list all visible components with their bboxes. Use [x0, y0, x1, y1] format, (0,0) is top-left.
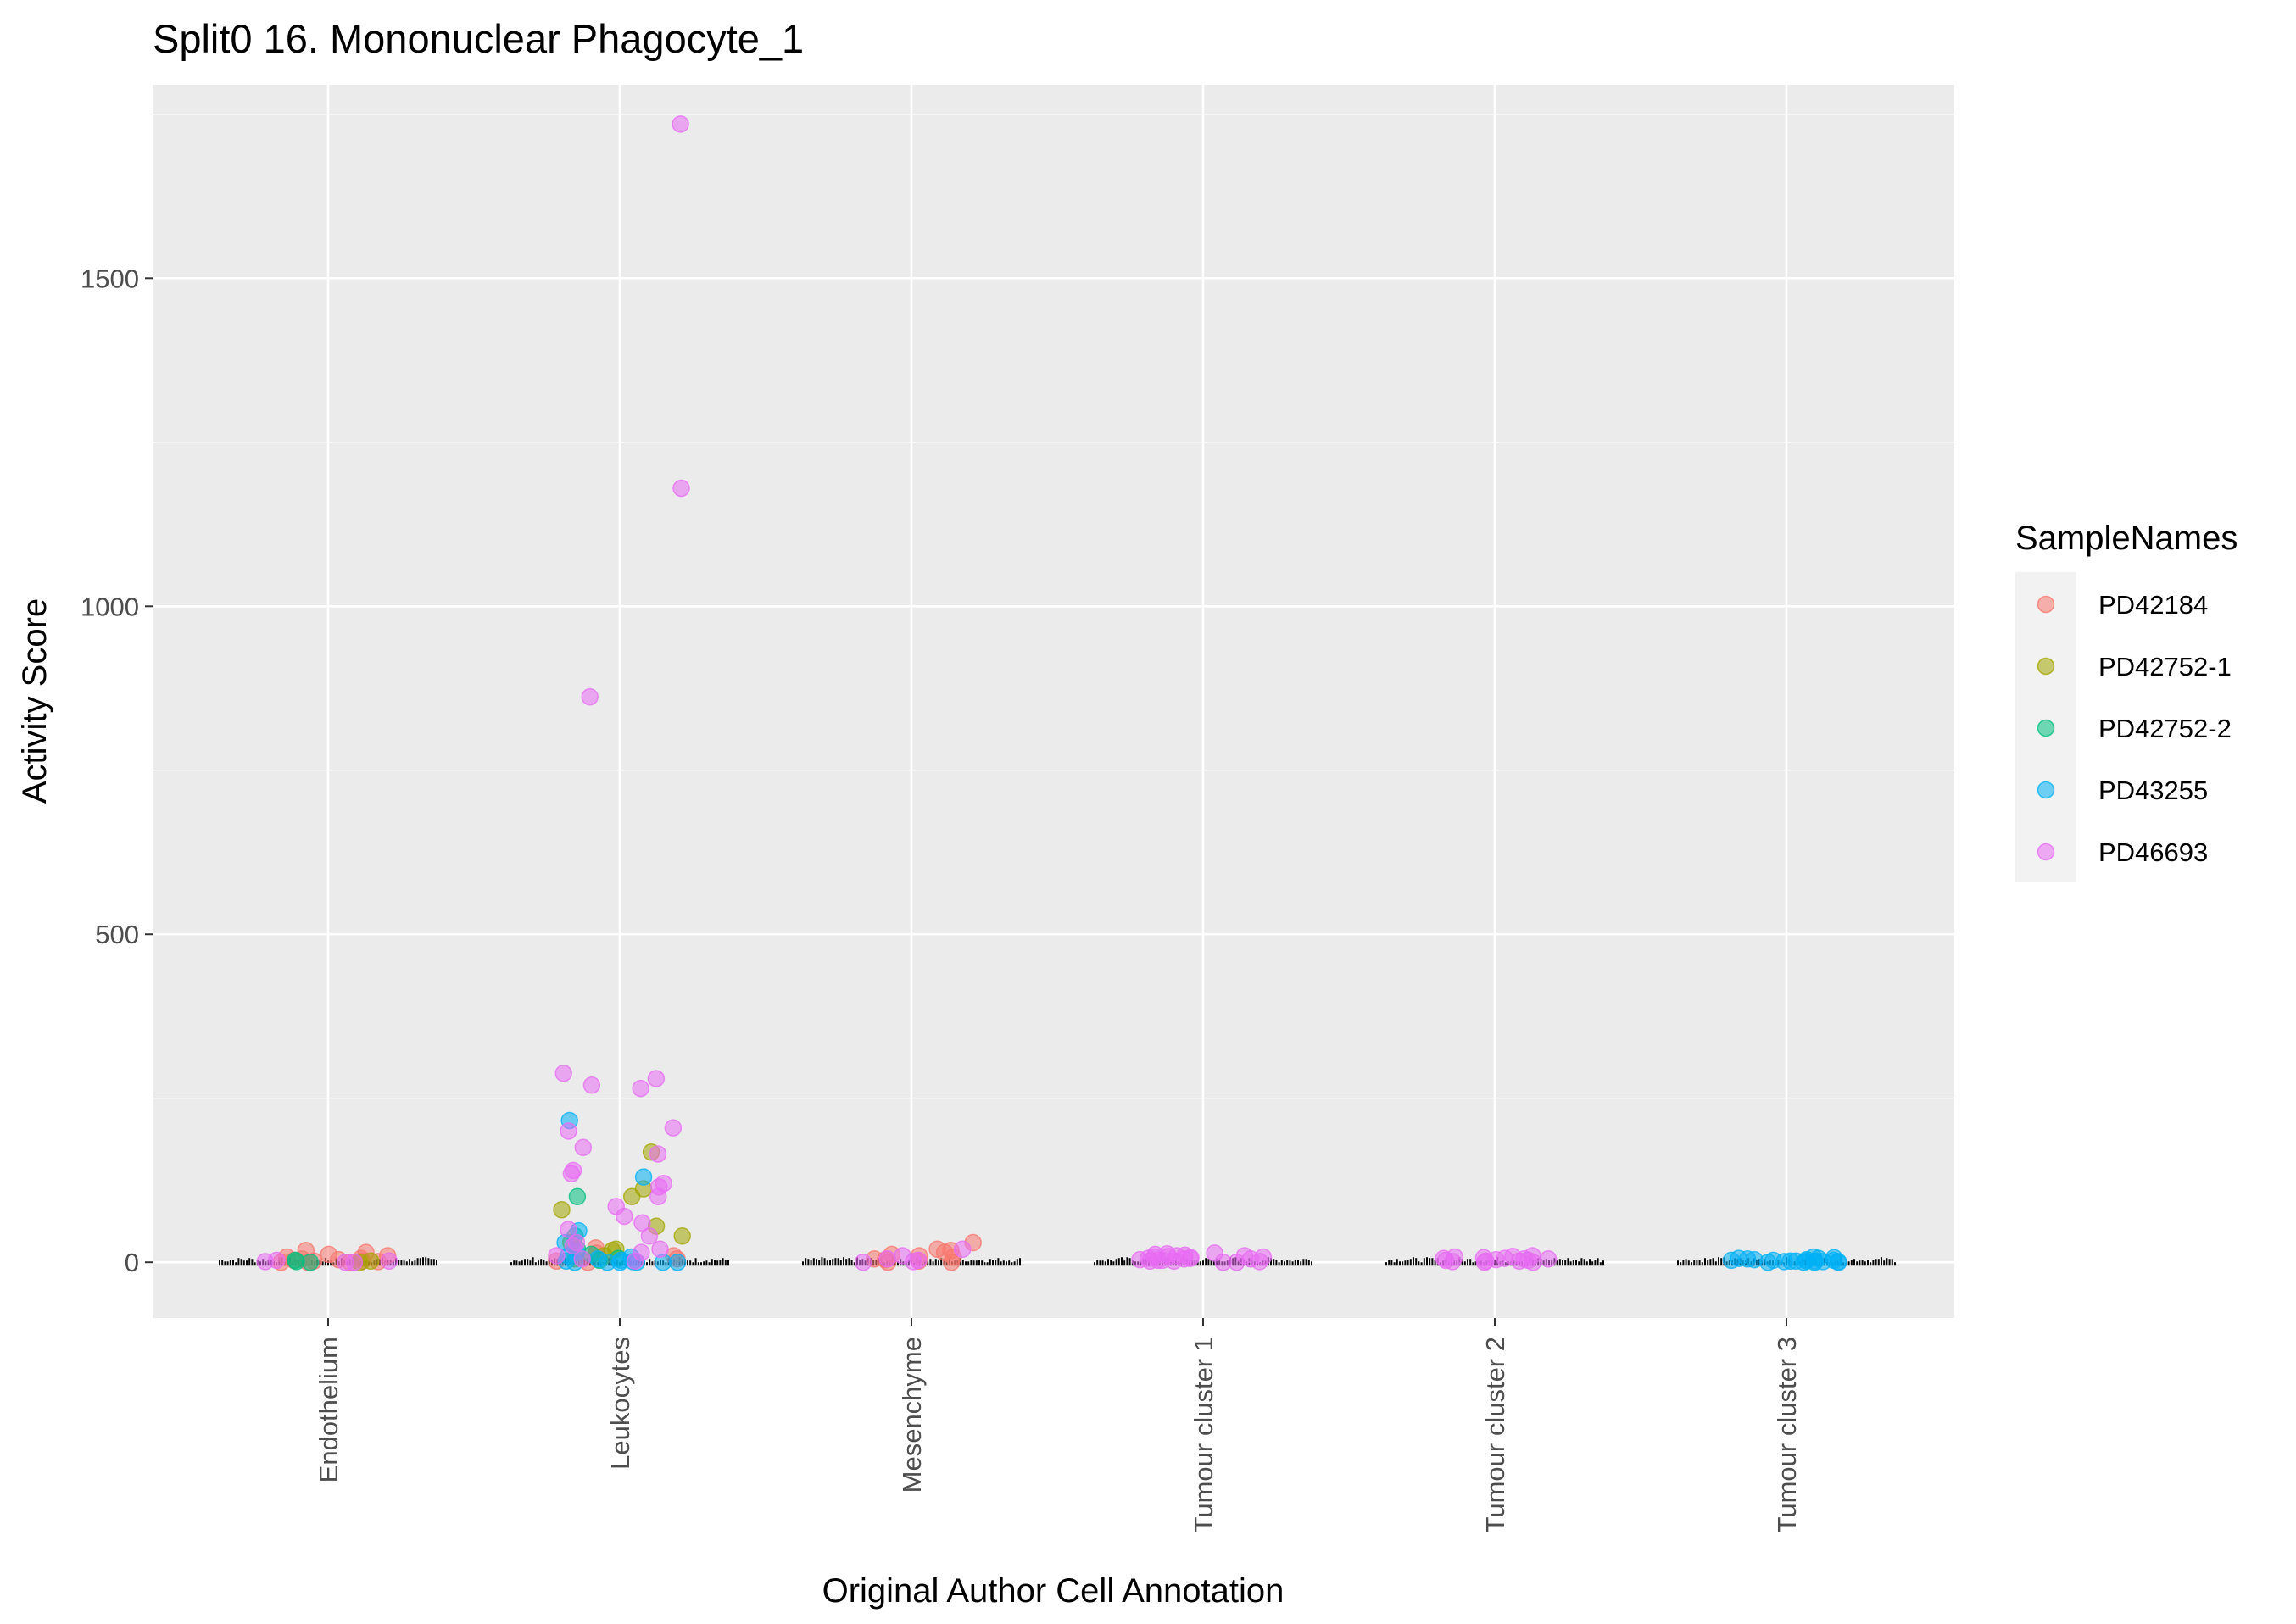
data-point: [1254, 1248, 1273, 1266]
x-tick-label: Endothelium: [314, 1337, 343, 1482]
data-point: [562, 1165, 581, 1182]
grid-minor: [153, 114, 1954, 1099]
data-point: [337, 1253, 354, 1271]
data-point: [1435, 1249, 1452, 1267]
data-point: [672, 115, 689, 133]
data-point: [1235, 1247, 1254, 1265]
data-point: [651, 1240, 669, 1258]
data-point: [554, 1065, 572, 1082]
x-tick-label: Mesenchyme: [897, 1337, 927, 1493]
x-tick-label: Tumour cluster 3: [1772, 1337, 1802, 1532]
data-point: [1182, 1249, 1200, 1267]
data-point: [573, 1250, 591, 1268]
data-point: [953, 1240, 972, 1258]
data-point: [568, 1187, 587, 1206]
legend-key-swatch: [2037, 843, 2055, 861]
data-point: [905, 1253, 922, 1271]
y-tick-label: 500: [95, 920, 139, 949]
data-point: [1474, 1249, 1493, 1267]
x-tick-label: Leukocytes: [605, 1337, 635, 1470]
data-point: [1764, 1251, 1782, 1270]
y-tick-label: 1000: [81, 592, 139, 621]
data-point: [668, 1253, 687, 1271]
legend-label: PD46693: [2098, 837, 2208, 867]
x-axis: Endothelium Leukocytes Mesenchyme Tumour cl…: [314, 1318, 1802, 1532]
data-point: [560, 1122, 577, 1140]
data-point: [1214, 1253, 1232, 1271]
x-tick-label: Tumour cluster 2: [1480, 1337, 1510, 1532]
data-point: [640, 1227, 659, 1245]
data-point: [581, 687, 599, 706]
chart-title: Split0 16. Mononuclear Phagocyte_1: [153, 16, 804, 61]
legend: SampleNames PD42184PD42752-1PD42752-2PD4…: [2015, 520, 2237, 882]
data-point: [632, 1079, 649, 1098]
legend-label: PD42184: [2098, 590, 2208, 620]
data-point: [1738, 1250, 1757, 1268]
data-point: [362, 1252, 380, 1270]
data-point: [548, 1247, 566, 1265]
data-point: [854, 1253, 872, 1271]
data-point: [610, 1253, 629, 1271]
data-points: [256, 115, 1847, 1271]
data-point: [649, 1145, 667, 1163]
legend-label: PD42752-1: [2098, 652, 2232, 681]
legend-key-swatch: [2037, 781, 2055, 799]
legend-title: SampleNames: [2015, 520, 2237, 557]
data-point: [878, 1250, 896, 1268]
data-point: [1140, 1249, 1157, 1267]
x-tick-label: Tumour cluster 1: [1189, 1337, 1218, 1532]
data-point: [582, 1076, 601, 1094]
legend-key-swatch: [2037, 595, 2055, 614]
data-point: [626, 1252, 644, 1270]
legend-key-swatch: [2037, 657, 2055, 676]
data-point: [1515, 1250, 1533, 1268]
data-point: [553, 1201, 571, 1219]
legend-keys: PD42184 PD42752-1 PD42752-2 PD43255 PD46693: [2015, 572, 2232, 882]
data-point: [673, 1227, 691, 1245]
data-point: [564, 1237, 582, 1255]
legend-key-swatch: [2037, 719, 2055, 737]
data-point: [1806, 1252, 1825, 1270]
y-axis: 0 500 1000 1500: [81, 264, 153, 1277]
plot-panel: [153, 85, 1954, 1318]
data-point: [649, 1187, 667, 1206]
data-point: [560, 1221, 577, 1238]
data-point: [672, 479, 690, 498]
legend-label: PD43255: [2098, 776, 2208, 805]
data-point: [634, 1168, 653, 1186]
y-axis-title: Activity Score: [16, 598, 53, 804]
data-point: [647, 1070, 666, 1087]
data-point: [1825, 1249, 1843, 1267]
data-point: [287, 1251, 304, 1270]
data-point: [1787, 1252, 1805, 1270]
data-point: [664, 1119, 683, 1137]
data-point: [268, 1251, 286, 1270]
data-point: [574, 1138, 593, 1157]
data-point: [616, 1207, 633, 1226]
legend-label: PD42752-2: [2098, 714, 2232, 743]
y-tick-label: 0: [125, 1248, 139, 1277]
data-point: [380, 1252, 398, 1270]
y-tick-label: 1500: [81, 264, 139, 293]
data-point: [622, 1187, 641, 1206]
data-point: [633, 1214, 651, 1232]
data-point: [1539, 1250, 1558, 1268]
grid-major: [153, 85, 1954, 1318]
x-axis-title: Original Author Cell Annotation: [822, 1572, 1285, 1610]
